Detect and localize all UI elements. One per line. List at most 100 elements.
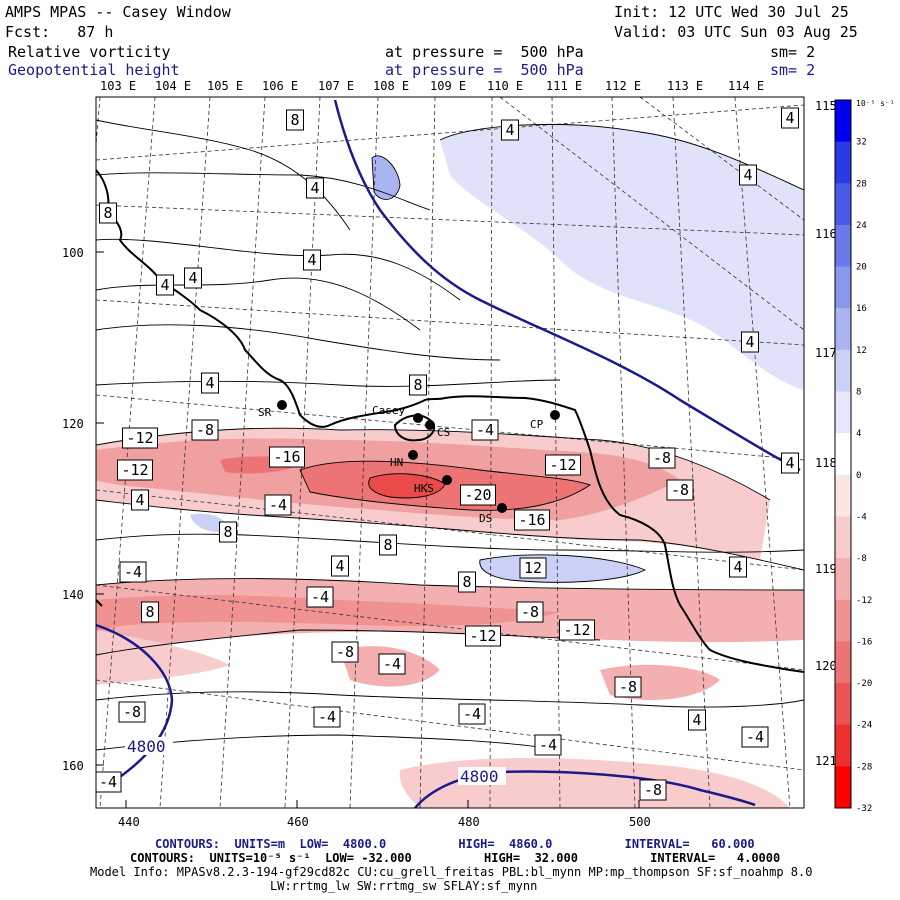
svg-text:-4: -4 xyxy=(311,588,329,606)
svg-text:8: 8 xyxy=(383,536,392,554)
lat-lon-grid xyxy=(96,97,804,808)
map-frame xyxy=(95,96,805,809)
svg-text:-4: -4 xyxy=(476,421,494,439)
colorbar-label: 32 xyxy=(856,138,867,148)
contour-label: 8 xyxy=(286,109,304,131)
contour-label: 4 xyxy=(303,249,321,271)
colorbar-swatch xyxy=(835,724,851,767)
vorticity-shading xyxy=(96,124,804,808)
contour-label: -8 xyxy=(666,479,694,501)
field1-name: Relative vorticity xyxy=(8,43,171,61)
colorbar-swatch xyxy=(835,141,851,184)
colorbar-swatch xyxy=(835,349,851,393)
svg-text:4: 4 xyxy=(135,491,144,509)
svg-text:-8: -8 xyxy=(619,678,637,696)
svg-text:-4: -4 xyxy=(539,736,557,754)
colorbar-swatch xyxy=(835,766,851,809)
colorbar-swatch xyxy=(835,558,851,601)
contour-label: 4 xyxy=(688,709,706,731)
svg-text:-16: -16 xyxy=(273,448,300,466)
svg-text:4: 4 xyxy=(745,333,754,351)
colorbar-label: -28 xyxy=(856,762,872,772)
contour-label: -12 xyxy=(117,459,153,481)
contour-label: 8 xyxy=(458,571,476,593)
colorbar-label: 12 xyxy=(856,346,867,356)
svg-text:-20: -20 xyxy=(464,486,491,504)
field2-name: Geopotential height xyxy=(8,61,180,79)
svg-text:-12: -12 xyxy=(121,461,148,479)
svg-text:4: 4 xyxy=(205,374,214,392)
y-tick-label: 140 xyxy=(62,588,84,602)
svg-text:4: 4 xyxy=(160,276,169,294)
footer-contours-vorticity: CONTOURS: UNITS=10⁻⁵ s⁻¹ LOW= -32.000 HI… xyxy=(130,851,781,865)
field2-level: at pressure = 500 hPa xyxy=(385,61,584,79)
svg-text:-12: -12 xyxy=(126,429,153,447)
colorbar-swatch xyxy=(835,100,851,143)
colorbar-label: -8 xyxy=(856,554,867,564)
contour-label: -8 xyxy=(639,779,667,801)
contour-label: -4 xyxy=(119,561,147,583)
contour-label: -8 xyxy=(516,601,544,623)
station-marker-hks xyxy=(442,475,452,485)
field1-level: at pressure = 500 hPa xyxy=(385,43,584,61)
contour-label: 4 xyxy=(201,372,219,394)
svg-text:-8: -8 xyxy=(521,603,539,621)
footer-contours-height: CONTOURS: UNITS=m LOW= 4800.0 HIGH= 4860… xyxy=(155,837,755,851)
contour-label: 4 xyxy=(781,107,799,129)
field1-smoothing: sm= 2 xyxy=(770,43,816,61)
station-label-hks: HKS xyxy=(414,482,434,495)
lon-label: 112 E xyxy=(605,79,642,93)
svg-text:-4: -4 xyxy=(99,773,117,791)
svg-text:-8: -8 xyxy=(336,643,354,661)
footer-model-info-2: LW:rrtmg_lw SW:rrtmg_sw SFLAY:sf_mynn xyxy=(270,879,538,893)
height-label: 4800 xyxy=(460,767,499,786)
contour-label: -8 xyxy=(118,701,146,723)
station-label-casey: Casey xyxy=(372,404,405,417)
svg-text:-12: -12 xyxy=(469,627,496,645)
svg-text:8: 8 xyxy=(103,204,112,222)
svg-text:4: 4 xyxy=(785,109,794,127)
contour-label: -4 xyxy=(471,419,499,441)
lon-label: 107 E xyxy=(318,79,355,93)
svg-text:8: 8 xyxy=(223,523,232,541)
contour-label: -4 xyxy=(458,703,486,725)
contour-label: 4 xyxy=(729,556,747,578)
colorbar-label: 28 xyxy=(856,179,867,189)
contour-label: -16 xyxy=(514,509,550,531)
svg-text:4: 4 xyxy=(188,269,197,287)
contour-label: -12 xyxy=(122,427,158,449)
contour-label: 4 xyxy=(501,119,519,141)
svg-text:4: 4 xyxy=(335,557,344,575)
station-marker-casey xyxy=(413,413,423,423)
station-label-cs: CS xyxy=(437,426,450,439)
svg-text:4: 4 xyxy=(743,166,752,184)
lon-label: 106 E xyxy=(262,79,299,93)
colorbar-label: 24 xyxy=(856,221,867,231)
svg-text:4: 4 xyxy=(692,711,701,729)
colorbar-swatch xyxy=(835,266,851,309)
colorbar-unit: 10⁻⁵ s⁻¹ xyxy=(856,99,895,108)
svg-text:-8: -8 xyxy=(644,781,662,799)
contour-label: -12 xyxy=(559,619,595,641)
contour-label: 4 xyxy=(131,489,149,511)
station-marker-hn xyxy=(408,450,418,460)
svg-text:-16: -16 xyxy=(518,511,545,529)
contour-label: 12 xyxy=(519,557,547,579)
colorbar-swatch xyxy=(835,641,851,684)
lon-label: 108 E xyxy=(373,79,410,93)
contour-label: 8 xyxy=(219,521,237,543)
contour-label: 8 xyxy=(99,202,117,224)
height-label: 4800 xyxy=(127,737,166,756)
colorbar: 32 28 24 20 16 12 8 4 0 -4 -8 -12 -16 -20 -24 -28 -32 xyxy=(834,99,872,814)
station-label-hn: HN xyxy=(390,456,403,469)
svg-text:8: 8 xyxy=(413,376,422,394)
colorbar-label: 0 xyxy=(856,471,861,481)
colorbar-swatch xyxy=(835,183,851,226)
contour-label: 4 xyxy=(306,177,324,199)
colorbar-swatch xyxy=(835,474,851,517)
colorbar-label: -16 xyxy=(856,637,872,647)
contour-label: -4 xyxy=(378,653,406,675)
forecast-hour: Fcst: 87 h xyxy=(5,23,114,41)
svg-text:-4: -4 xyxy=(269,496,287,514)
